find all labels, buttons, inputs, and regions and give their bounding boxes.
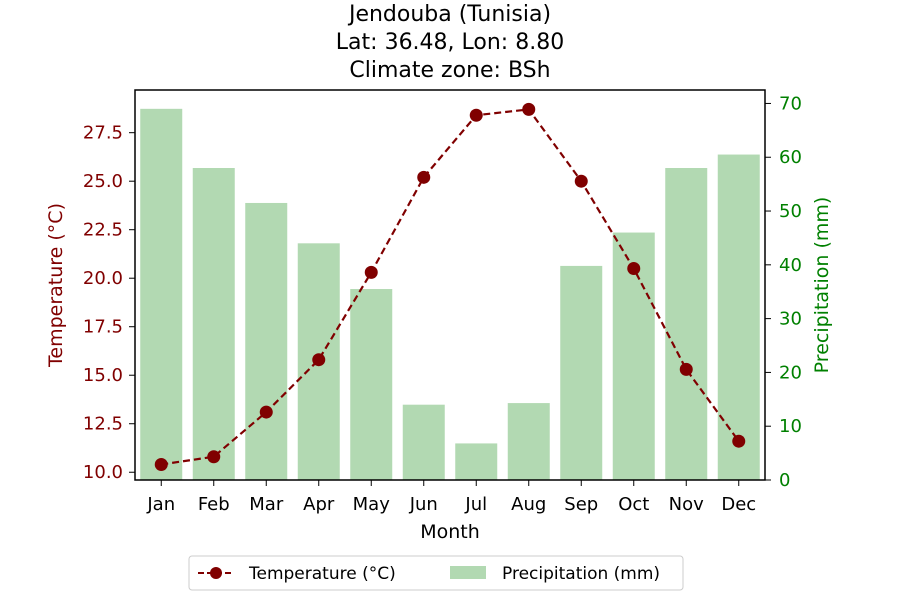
precipitation-bar-jul [455,443,498,480]
y-right-tick-label: 70 [779,93,802,114]
temperature-point-aug [522,102,536,116]
y-right-tick-label: 20 [779,362,802,383]
y-left-tick-label: 27.5 [83,123,123,144]
chart-title: Jendouba (Tunisia) Lat: 36.48, Lon: 8.80… [336,2,564,83]
plot-frame [134,89,766,481]
precipitation-bar-nov [665,168,708,480]
x-tick-label: Jul [464,494,487,515]
y-left-tick-label: 22.5 [83,220,123,241]
precipitation-bar-mar [245,202,288,480]
legend-temperature-label: Temperature (°C) [248,564,396,584]
legend: Temperature (°C) Precipitation (mm) [188,555,684,591]
legend-precipitation-swatch [450,566,486,579]
y-right-tick-label: 60 [779,147,802,168]
x-axis: Jan Feb Mar Apr May Jun Jul Aug Sep Oct Nov Dec [146,480,756,515]
legend-precipitation-label: Precipitation (mm) [502,564,660,584]
temperature-point-oct [627,262,641,276]
temperature-point-may [364,265,378,279]
x-axis-label: Month [420,521,480,543]
x-tick-label: Jun [409,494,438,515]
precipitation-bar-sep [560,265,603,480]
x-tick-label: Feb [198,494,230,515]
temperature-point-feb [207,450,221,464]
temperature-point-sep [574,174,588,188]
precipitation-bar-jun [402,404,445,480]
y-left-tick-label: 12.5 [83,414,123,435]
y-left-tick-label: 20.0 [83,268,123,289]
precipitation-bar-aug [507,403,550,480]
x-tick-label: Apr [303,494,335,515]
y-left-tick-label: 25.0 [83,171,123,192]
y-left-tick-label: 17.5 [83,317,123,338]
temperature-point-mar [259,405,273,419]
y-left-tick-label: 15.0 [83,365,123,386]
precipitation-bar-dec [717,154,760,480]
precipitation-bar-may [350,289,393,480]
temperature-point-dec [732,434,746,448]
chart-title-line-3: Climate zone: BSh [349,58,550,83]
y-left-tick-label: 10.0 [83,462,123,483]
temperature-series-line [161,108,740,466]
y-right-tick-label: 30 [779,309,802,330]
precipitation-bar-jan [140,108,183,481]
legend-temperature-marker [210,567,222,579]
y-axis-right: 0 10 20 30 40 50 60 70 [765,93,802,491]
y-right-tick-label: 50 [779,201,802,222]
x-tick-label: Mar [249,494,284,515]
legend-box [188,555,684,591]
x-tick-label: Oct [618,494,649,515]
y-axis-right-label: Precipitation (mm) [811,197,833,374]
y-right-tick-label: 10 [779,416,802,437]
temperature-point-jun [417,170,431,184]
x-tick-label: Dec [721,494,756,515]
y-right-tick-label: 40 [779,255,802,276]
chart-title-line-1: Jendouba (Tunisia) [347,2,551,27]
temperature-line [154,102,746,471]
x-tick-label: Nov [669,494,704,515]
temperature-point-nov [679,362,693,376]
y-right-tick-label: 0 [779,470,790,491]
chart-title-line-2: Lat: 36.48, Lon: 8.80 [336,30,564,55]
temperature-point-apr [312,353,326,367]
x-tick-label: Jan [146,494,175,515]
y-axis-left-label: Temperature (°C) [45,203,67,368]
temperature-point-jul [469,108,483,122]
precipitation-bar-feb [192,168,235,480]
precipitation-bars [140,108,760,481]
x-tick-label: Aug [511,494,546,515]
x-tick-label: May [353,494,391,515]
temperature-point-jan [154,457,168,471]
y-axis-left: 10.0 12.5 15.0 17.5 20.0 22.5 25.0 27.5 [83,123,135,483]
x-tick-label: Sep [564,494,598,515]
